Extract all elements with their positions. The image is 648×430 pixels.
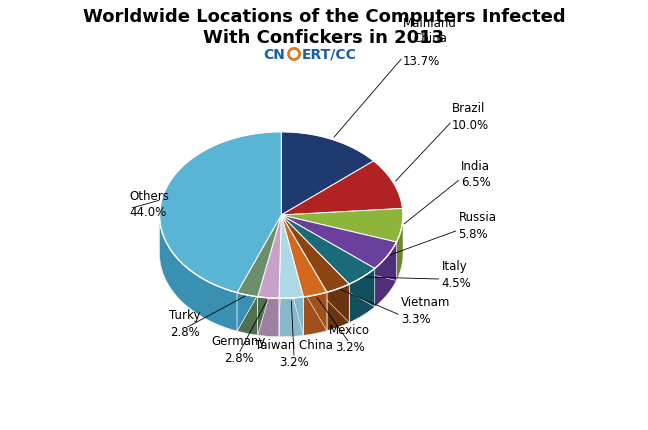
Polygon shape <box>281 215 375 284</box>
Text: 3.2%: 3.2% <box>335 341 365 354</box>
Text: 6.5%: 6.5% <box>461 176 491 189</box>
Text: Worldwide Locations of the Computers Infected
With Confickers in 2013: Worldwide Locations of the Computers Inf… <box>83 8 565 46</box>
Text: 2.8%: 2.8% <box>224 352 253 365</box>
Polygon shape <box>281 215 327 331</box>
Polygon shape <box>237 293 258 335</box>
Polygon shape <box>281 215 349 292</box>
Polygon shape <box>281 215 349 322</box>
Polygon shape <box>281 215 375 307</box>
Polygon shape <box>281 215 349 322</box>
Polygon shape <box>397 215 403 280</box>
Polygon shape <box>237 215 281 331</box>
Polygon shape <box>258 215 281 335</box>
Polygon shape <box>237 215 281 331</box>
Polygon shape <box>279 215 281 337</box>
Text: 4.5%: 4.5% <box>441 277 471 290</box>
Polygon shape <box>281 215 375 307</box>
Text: India: India <box>461 160 490 173</box>
Polygon shape <box>258 297 279 337</box>
Text: Taiwan China: Taiwan China <box>255 339 333 352</box>
Polygon shape <box>281 132 374 199</box>
Text: 10.0%: 10.0% <box>452 119 489 132</box>
Text: Germany: Germany <box>211 335 266 348</box>
Polygon shape <box>279 297 303 337</box>
Text: Mexico: Mexico <box>329 324 370 337</box>
Text: Italy: Italy <box>441 260 467 273</box>
Polygon shape <box>281 215 397 268</box>
Text: Russia: Russia <box>459 211 496 224</box>
Polygon shape <box>258 215 281 335</box>
Polygon shape <box>281 215 397 280</box>
Text: 3.3%: 3.3% <box>401 313 430 326</box>
Text: Mainland
China: Mainland China <box>403 17 457 45</box>
Text: 2.8%: 2.8% <box>170 326 200 339</box>
Polygon shape <box>281 215 303 335</box>
Text: Vietnam: Vietnam <box>401 296 450 310</box>
Polygon shape <box>327 284 349 331</box>
Polygon shape <box>159 215 237 331</box>
Text: 44.0%: 44.0% <box>130 206 167 219</box>
Polygon shape <box>159 132 281 254</box>
Polygon shape <box>279 215 281 337</box>
Text: Turky: Turky <box>169 309 201 322</box>
Polygon shape <box>349 268 375 322</box>
Polygon shape <box>281 215 397 280</box>
Polygon shape <box>281 215 327 331</box>
Polygon shape <box>303 292 327 335</box>
Polygon shape <box>281 209 403 242</box>
Text: CN: CN <box>264 48 286 62</box>
Text: 3.2%: 3.2% <box>279 356 309 369</box>
Polygon shape <box>374 161 402 247</box>
Text: 5.8%: 5.8% <box>459 227 488 241</box>
Text: 13.7%: 13.7% <box>403 55 440 68</box>
Polygon shape <box>281 132 374 215</box>
Polygon shape <box>281 215 327 297</box>
Text: Others: Others <box>130 190 170 203</box>
Polygon shape <box>281 161 402 215</box>
Text: Brazil: Brazil <box>452 102 485 115</box>
Polygon shape <box>258 215 281 298</box>
Polygon shape <box>279 215 303 298</box>
Polygon shape <box>281 215 303 335</box>
Polygon shape <box>159 170 403 337</box>
Polygon shape <box>375 242 397 307</box>
Polygon shape <box>237 215 281 297</box>
Polygon shape <box>159 132 281 293</box>
Text: ERT/CC: ERT/CC <box>302 48 357 62</box>
